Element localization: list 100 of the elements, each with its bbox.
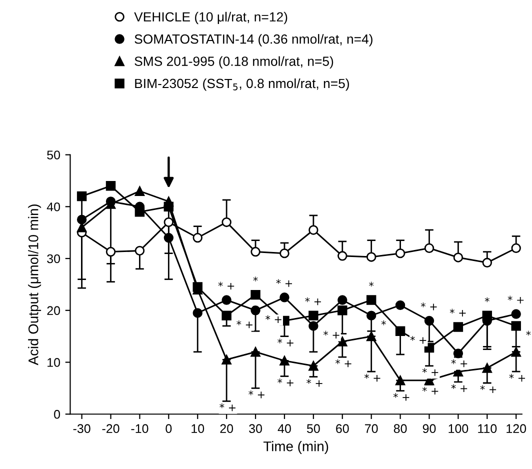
annotation: * bbox=[253, 276, 258, 282]
annotation: * + bbox=[480, 385, 496, 394]
annotation: * bbox=[526, 330, 531, 336]
point bbox=[338, 251, 348, 261]
point bbox=[395, 248, 406, 258]
point bbox=[366, 331, 376, 342]
x-tick-label: 110 bbox=[478, 424, 497, 434]
annotation: * + bbox=[410, 336, 426, 344]
point bbox=[192, 232, 202, 243]
point bbox=[192, 282, 202, 292]
legend-label: SOMATOSTATIN-14 (0.36 nmol/rat, n=4) bbox=[134, 34, 372, 46]
annotation: * bbox=[484, 297, 490, 302]
point bbox=[511, 243, 521, 253]
point bbox=[511, 309, 521, 319]
point bbox=[76, 222, 87, 232]
legend-label: VEHICLE (10 μl/rat, n=12) bbox=[134, 12, 288, 24]
point bbox=[134, 246, 145, 256]
point bbox=[395, 376, 406, 386]
point bbox=[280, 356, 290, 366]
annotation: * + bbox=[508, 296, 524, 304]
annotation: * + bbox=[306, 379, 322, 387]
y-tick-label: 0 bbox=[54, 410, 60, 419]
legend-label: SMS 201-995 (0.18 nmol/rat, n=5) bbox=[134, 56, 334, 69]
point bbox=[482, 258, 492, 268]
legend-label: BIM-23052 (SST$_{5}$, 0.8 nmol/rat, n=5) bbox=[135, 78, 349, 91]
annotation: * + bbox=[248, 390, 264, 398]
point bbox=[366, 252, 376, 262]
point bbox=[164, 217, 174, 228]
point bbox=[250, 246, 260, 257]
x-tick-label: 10 bbox=[192, 424, 204, 434]
annotation: * + bbox=[451, 384, 468, 392]
x-tick-label: 30 bbox=[249, 424, 262, 434]
annotation: * + bbox=[422, 386, 438, 395]
point bbox=[106, 181, 116, 191]
x-tick-label: 40 bbox=[278, 424, 291, 434]
x-tick-label: 20 bbox=[220, 424, 234, 434]
point bbox=[308, 361, 318, 371]
point bbox=[250, 290, 260, 300]
annotation: * + bbox=[278, 378, 294, 386]
annotation: * + bbox=[451, 359, 468, 368]
x-tick-label: 60 bbox=[336, 424, 349, 434]
x-tick-label: 50 bbox=[306, 424, 320, 434]
point bbox=[511, 321, 521, 331]
point bbox=[222, 295, 232, 305]
x-tick-label: 90 bbox=[422, 424, 436, 434]
annotation: * + bbox=[276, 279, 292, 287]
y-tick-label: 20 bbox=[47, 306, 60, 316]
point bbox=[482, 363, 492, 373]
annotation: * bbox=[381, 320, 386, 326]
annotation: * + bbox=[236, 320, 252, 328]
annotation: * + bbox=[335, 359, 352, 368]
y-tick-label: 40 bbox=[46, 202, 60, 212]
point bbox=[395, 300, 406, 310]
point bbox=[222, 310, 232, 320]
point bbox=[250, 306, 260, 316]
point bbox=[250, 347, 260, 357]
x-tick-label: 0 bbox=[166, 424, 172, 434]
point bbox=[134, 186, 145, 196]
y-tick-label: 30 bbox=[47, 254, 60, 264]
annotation: * + bbox=[266, 315, 282, 323]
point bbox=[338, 306, 348, 316]
point bbox=[453, 348, 464, 358]
point bbox=[280, 292, 290, 302]
x-tick-label: 100 bbox=[448, 424, 468, 434]
x-tick-label: 120 bbox=[506, 424, 526, 434]
point bbox=[308, 310, 318, 320]
x-tick-label: -10 bbox=[131, 424, 148, 434]
x-tick-label: -30 bbox=[73, 424, 90, 434]
annotation: * + bbox=[420, 302, 437, 310]
point bbox=[511, 347, 521, 357]
point bbox=[338, 295, 348, 305]
point bbox=[164, 202, 174, 212]
point bbox=[366, 295, 376, 305]
point bbox=[76, 191, 87, 202]
y-axis-title: Acid Output (μmol/10 min) bbox=[28, 204, 42, 366]
point bbox=[366, 310, 376, 320]
point bbox=[280, 248, 290, 258]
point bbox=[395, 326, 406, 336]
annotation: * + bbox=[305, 297, 321, 306]
annotation: * + bbox=[509, 374, 526, 382]
annotation: * + bbox=[323, 330, 340, 339]
annotation: * bbox=[369, 282, 374, 287]
point bbox=[308, 225, 318, 235]
x-tick-label: -20 bbox=[102, 424, 120, 434]
point bbox=[106, 246, 116, 257]
point bbox=[338, 336, 348, 346]
y-tick-label: 50 bbox=[47, 150, 60, 160]
annotation: * + bbox=[364, 374, 380, 382]
point bbox=[222, 217, 232, 228]
point bbox=[453, 252, 464, 262]
x-tick-label: 70 bbox=[365, 424, 378, 434]
x-tick-label: 80 bbox=[394, 424, 407, 434]
point bbox=[164, 232, 174, 243]
point bbox=[192, 308, 202, 318]
point bbox=[222, 354, 232, 365]
y-tick-label: 10 bbox=[48, 358, 60, 367]
point bbox=[424, 243, 434, 253]
annotation: * + bbox=[393, 393, 410, 401]
point bbox=[308, 321, 318, 331]
point bbox=[76, 214, 87, 224]
